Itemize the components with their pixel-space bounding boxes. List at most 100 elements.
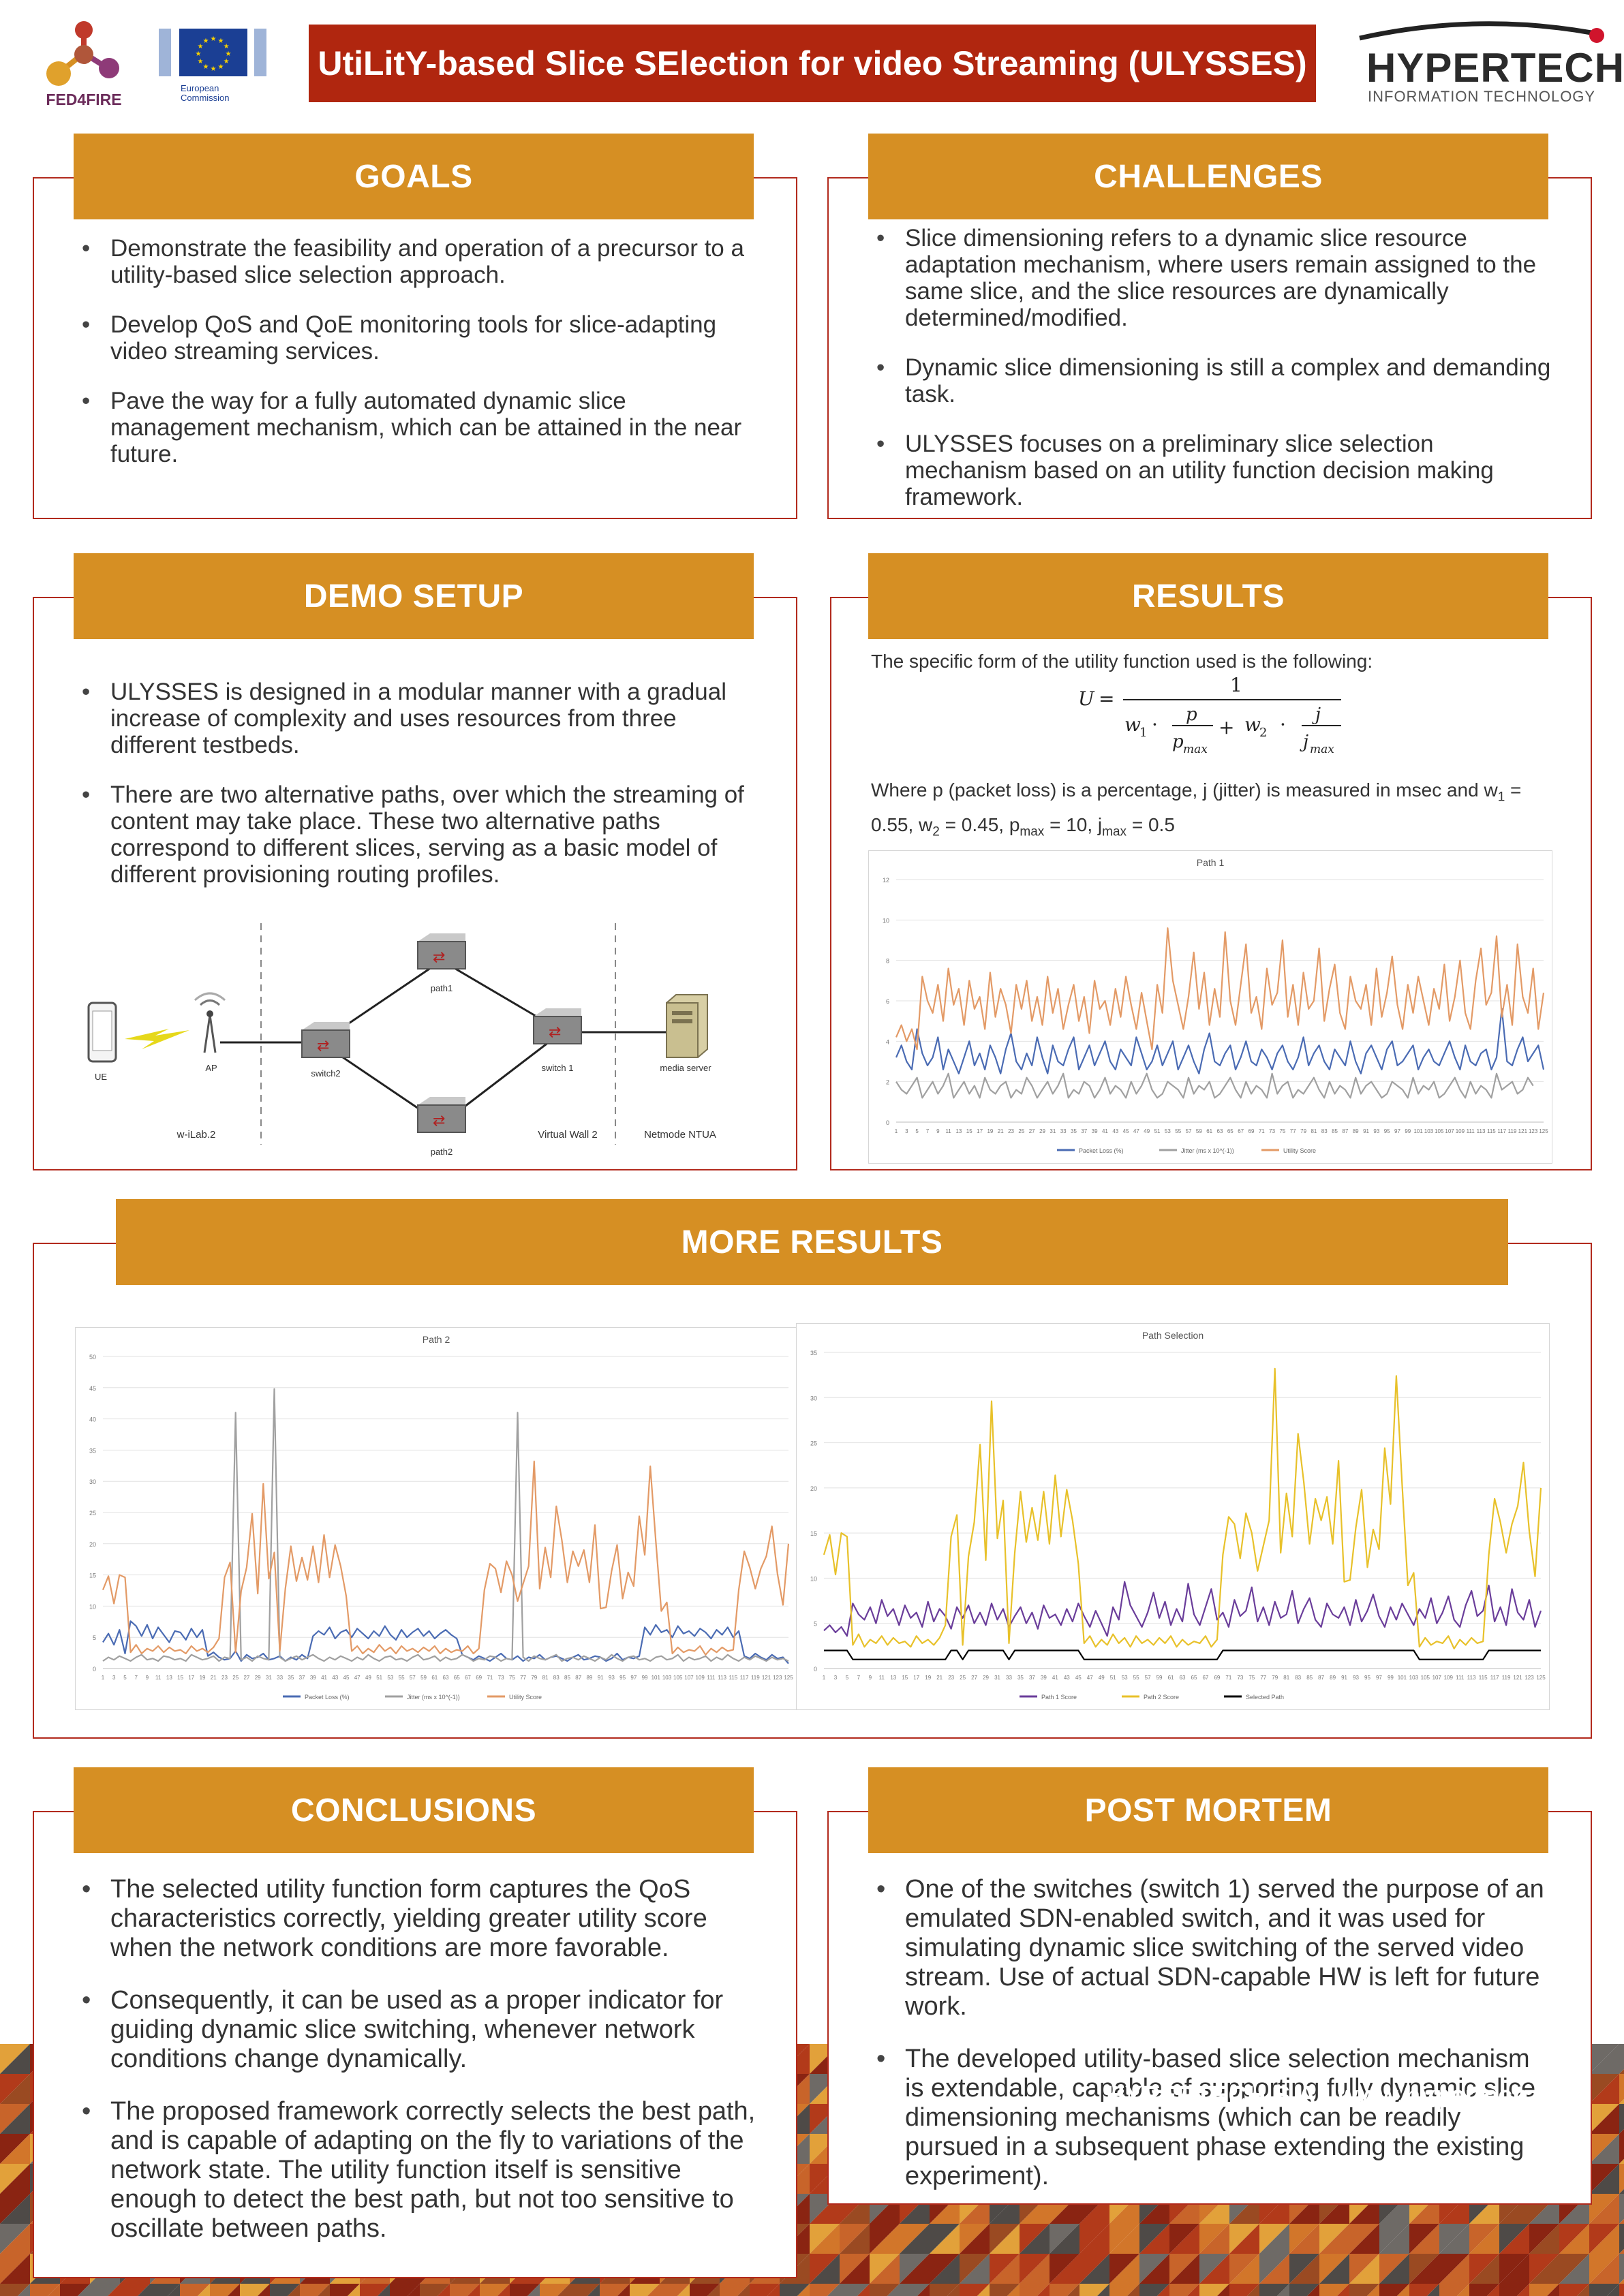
x-tick-label: 111 (1456, 1675, 1465, 1681)
mosaic-tile (1409, 2284, 1439, 2296)
x-tick-label: 101 (1413, 1128, 1423, 1134)
mosaic-tile (960, 2224, 990, 2254)
y-tick-label: 10 (810, 1575, 817, 1582)
x-tick-label: 31 (1050, 1128, 1056, 1134)
x-tick-label: 87 (1342, 1128, 1348, 1134)
path1-switch-icon: ⇄ (417, 933, 466, 969)
mosaic-tile (1619, 2044, 1624, 2074)
x-tick-label: 55 (1175, 1128, 1181, 1134)
x-tick-label: 57 (1186, 1128, 1192, 1134)
mosaic-tile (737, 2284, 750, 2296)
x-tick-label: 125 (1536, 1675, 1546, 1681)
mosaic-tile (1529, 2254, 1559, 2284)
mosaic-tile (1169, 2224, 1199, 2254)
mosaic-tile (1337, 2284, 1349, 2296)
mosaic-tile (1259, 2224, 1289, 2254)
phone-icon (87, 1002, 117, 1063)
mosaic-tile (557, 2284, 570, 2296)
x-tick-label: 103 (1424, 1128, 1434, 1134)
post-mortem-item: One of the switches (switch 1) served th… (871, 1875, 1552, 2021)
x-tick-label: 69 (1214, 1675, 1220, 1681)
mosaic-tile (1589, 2284, 1619, 2296)
x-tick-label: 1 (895, 1128, 898, 1134)
mosaic-tile (270, 2284, 300, 2296)
x-tick-label: 3 (112, 1675, 116, 1681)
mosaic-tile (1619, 2074, 1624, 2104)
x-tick-label: 59 (1156, 1675, 1163, 1681)
mosaic-tile (1127, 2284, 1139, 2296)
mosaic-tile (1559, 2284, 1589, 2296)
demo-item: There are two alternative paths, over wh… (76, 781, 758, 888)
mosaic-tile (48, 2284, 60, 2296)
mosaic-tile (1319, 2254, 1349, 2284)
mosaic-tile (840, 2284, 870, 2296)
mosaic-tile (1187, 2284, 1199, 2296)
mosaic-tile (930, 2254, 960, 2284)
mosaic-tile (318, 2284, 330, 2296)
network-diagram: ⇄ ⇄ ⇄ ⇄ UE AP switch2 path1 path2 switch… (87, 923, 716, 1157)
x-tick-label: 55 (399, 1675, 405, 1681)
path2-switch-icon: ⇄ (417, 1097, 466, 1133)
x-tick-label: 95 (1364, 1675, 1370, 1681)
mosaic-tile (1619, 2129, 1624, 2134)
mosaic-tile (1020, 2284, 1050, 2296)
mosaic-tile (1409, 2224, 1439, 2254)
utility-formula: U = 1 w 1 · p p max + w 2 · j j max (1078, 674, 1341, 756)
demo-list: ULYSSES is designed in a modular manner … (76, 679, 758, 911)
mosaic-tile (1379, 2284, 1409, 2296)
formula-w2-sub: 2 (1259, 726, 1267, 740)
x-tick-label: 123 (773, 1675, 782, 1681)
x-tick-label: 45 (1123, 1128, 1129, 1134)
mosaic-tile (1139, 2254, 1169, 2284)
demo-heading: DEMO SETUP (74, 553, 754, 639)
mosaic-tile (1229, 2284, 1259, 2296)
x-tick-label: 119 (1502, 1675, 1511, 1681)
where-b: = (1505, 779, 1522, 801)
mosaic-tile (810, 2254, 840, 2284)
x-tick-label: 89 (1330, 1675, 1336, 1681)
mosaic-tile (330, 2284, 360, 2296)
x-tick-label: 91 (1341, 1675, 1347, 1681)
x-tick-label: 41 (1052, 1675, 1058, 1681)
x-tick-label: 121 (1518, 1128, 1528, 1134)
x-tick-label: 53 (1122, 1675, 1128, 1681)
path2-label: path2 (431, 1147, 453, 1157)
mosaic-tile (1619, 2194, 1624, 2224)
mosaic-tile (0, 2194, 30, 2224)
where-c-sub: 2 (932, 824, 940, 839)
series-line (895, 1072, 1534, 1099)
mosaic-tile (587, 2284, 600, 2296)
footer-url-link[interactable]: www.hypertech.gr (1338, 2081, 1561, 2110)
mosaic-tile (438, 2284, 450, 2296)
mosaic-tile (930, 2224, 960, 2254)
mosaic-tile (258, 2284, 270, 2296)
mosaic-tile (1247, 2284, 1259, 2296)
footer: HYPERTECH S.A., www.hypertech.gr (1106, 2081, 1561, 2111)
mosaic-tile (1217, 2284, 1229, 2296)
formula-w2: w (1244, 713, 1261, 736)
fed4fire-icon (46, 21, 119, 86)
y-tick-label: 35 (89, 1447, 96, 1454)
mosaic-tile (138, 2284, 150, 2296)
series-line (102, 1460, 790, 1656)
mosaic-tile (468, 2284, 480, 2296)
mosaic-tile (1349, 2284, 1379, 2296)
series-line (895, 927, 1545, 1051)
x-tick-label: 45 (343, 1675, 350, 1681)
y-tick-label: 0 (814, 1666, 817, 1673)
fed4fire-label: FED4FIRE (46, 91, 122, 108)
formula-plus: + (1219, 716, 1234, 739)
mosaic-tile (1139, 2284, 1169, 2296)
mosaic-tile (480, 2284, 510, 2296)
x-tick-label: 97 (1394, 1128, 1400, 1134)
goals-heading: GOALS (74, 134, 754, 219)
legend-label: Utility Score (509, 1694, 542, 1701)
x-tick-label: 7 (857, 1675, 861, 1681)
challenges-heading: CHALLENGES (868, 134, 1548, 219)
mosaic-tile (690, 2284, 720, 2296)
mosaic-tile (1469, 2284, 1499, 2296)
mosaic-tile (720, 2284, 750, 2296)
x-tick-label: 75 (509, 1675, 515, 1681)
wireless-link-icon (125, 1029, 189, 1049)
mosaic-tile (1349, 2224, 1379, 2254)
